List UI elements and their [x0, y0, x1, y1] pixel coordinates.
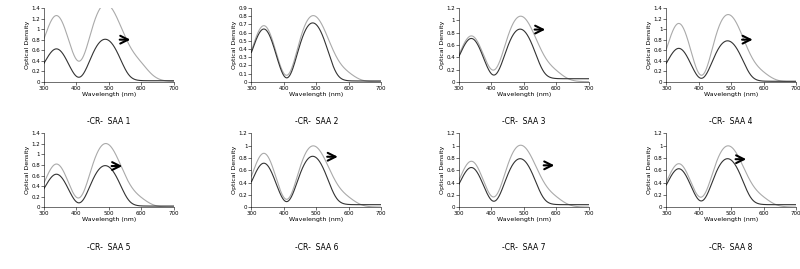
Y-axis label: Optical Density: Optical Density — [233, 146, 238, 194]
X-axis label: Wavelength (nm): Wavelength (nm) — [82, 217, 136, 222]
X-axis label: Wavelength (nm): Wavelength (nm) — [82, 92, 136, 97]
Y-axis label: Optical Density: Optical Density — [25, 21, 30, 69]
Text: -CR-  SAA 1: -CR- SAA 1 — [87, 117, 130, 126]
Text: -CR-  SAA 6: -CR- SAA 6 — [294, 243, 338, 252]
X-axis label: Wavelength (nm): Wavelength (nm) — [704, 217, 758, 222]
X-axis label: Wavelength (nm): Wavelength (nm) — [704, 92, 758, 97]
Y-axis label: Optical Density: Optical Density — [233, 21, 238, 69]
X-axis label: Wavelength (nm): Wavelength (nm) — [497, 217, 551, 222]
Y-axis label: Optical Density: Optical Density — [440, 146, 445, 194]
Y-axis label: Optical Density: Optical Density — [25, 146, 30, 194]
X-axis label: Wavelength (nm): Wavelength (nm) — [289, 217, 343, 222]
Y-axis label: Optical Density: Optical Density — [440, 21, 445, 69]
Text: -CR-  SAA 4: -CR- SAA 4 — [710, 117, 753, 126]
Text: -CR-  SAA 8: -CR- SAA 8 — [710, 243, 753, 252]
Text: -CR-  SAA 3: -CR- SAA 3 — [502, 117, 546, 126]
X-axis label: Wavelength (nm): Wavelength (nm) — [497, 92, 551, 97]
Y-axis label: Optical Density: Optical Density — [647, 146, 652, 194]
Y-axis label: Optical Density: Optical Density — [647, 21, 652, 69]
X-axis label: Wavelength (nm): Wavelength (nm) — [289, 92, 343, 97]
Text: -CR-  SAA 2: -CR- SAA 2 — [294, 117, 338, 126]
Text: -CR-  SAA 5: -CR- SAA 5 — [87, 243, 130, 252]
Text: -CR-  SAA 7: -CR- SAA 7 — [502, 243, 546, 252]
